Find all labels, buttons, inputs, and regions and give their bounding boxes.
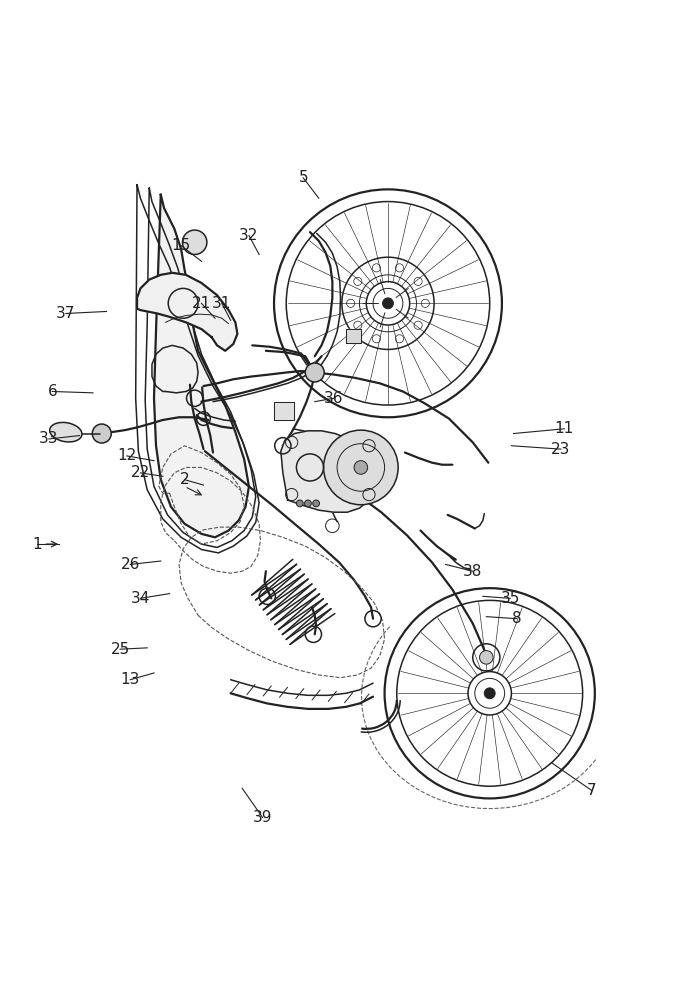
Text: 6: 6 — [48, 384, 57, 399]
Text: 5: 5 — [298, 170, 308, 185]
Text: 13: 13 — [121, 672, 140, 687]
Text: 31: 31 — [212, 296, 232, 311]
Text: 11: 11 — [555, 421, 574, 436]
Text: 15: 15 — [172, 238, 191, 253]
Text: 23: 23 — [551, 442, 571, 457]
Text: 35: 35 — [501, 591, 520, 606]
Circle shape — [383, 298, 394, 309]
Circle shape — [479, 651, 493, 664]
Circle shape — [183, 230, 207, 254]
Text: 36: 36 — [324, 391, 343, 406]
Text: 7: 7 — [586, 783, 597, 798]
Text: 33: 33 — [39, 431, 59, 446]
Text: 12: 12 — [117, 448, 136, 463]
Circle shape — [305, 363, 324, 382]
Circle shape — [323, 430, 398, 505]
Polygon shape — [137, 273, 238, 351]
Circle shape — [354, 461, 368, 474]
Polygon shape — [346, 329, 361, 343]
Circle shape — [92, 424, 111, 443]
Ellipse shape — [50, 422, 82, 442]
Polygon shape — [154, 195, 249, 537]
Circle shape — [484, 688, 495, 699]
Circle shape — [296, 500, 303, 507]
Text: 1: 1 — [32, 537, 42, 552]
Text: 38: 38 — [463, 564, 482, 579]
Text: 26: 26 — [121, 557, 140, 572]
Text: 37: 37 — [56, 306, 76, 321]
Text: 8: 8 — [512, 611, 522, 626]
Polygon shape — [281, 431, 373, 512]
Text: 32: 32 — [239, 228, 259, 243]
Circle shape — [313, 500, 319, 507]
Text: 22: 22 — [131, 465, 150, 480]
Text: 25: 25 — [110, 642, 129, 657]
Text: 39: 39 — [253, 810, 272, 825]
Text: 21: 21 — [192, 296, 211, 311]
Text: 2: 2 — [180, 472, 189, 487]
Polygon shape — [274, 402, 294, 420]
Text: 34: 34 — [131, 591, 150, 606]
Circle shape — [304, 500, 311, 507]
